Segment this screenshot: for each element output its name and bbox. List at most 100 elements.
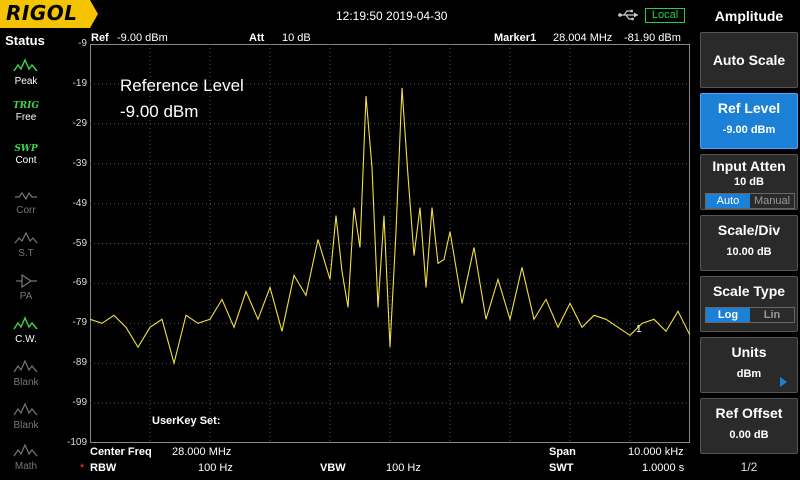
marker-label: Marker1: [494, 32, 537, 44]
status-corr[interactable]: Corr: [8, 185, 44, 221]
status-cw[interactable]: C.W.: [8, 314, 44, 350]
top-bar: RIGOL 12:19:50 2019-04-30 Local: [0, 0, 698, 31]
y-tick-label: -89: [72, 357, 87, 369]
atten-auto-option[interactable]: Auto: [706, 194, 750, 208]
rigol-logo: RIGOL: [0, 0, 98, 29]
y-tick-label: -9: [78, 38, 87, 49]
blank-icon: [13, 402, 38, 416]
ref-level-label: Ref Level: [717, 100, 781, 116]
ref-offset-value: 0.00 dB: [729, 429, 769, 441]
att-label: Att: [249, 32, 265, 44]
ref-offset-label: Ref Offset: [715, 405, 783, 421]
input-atten-button[interactable]: Input Atten 10 dB Auto Manual: [700, 154, 798, 210]
center-freq-label: Center Freq: [90, 446, 152, 458]
status-sweep-label: Cont: [15, 155, 37, 166]
ref-label: Ref: [91, 32, 109, 44]
auto-scale-label: Auto Scale: [712, 52, 786, 68]
y-tick-label: -19: [72, 77, 87, 89]
userkey-set-label: UserKey Set:: [152, 415, 221, 427]
spectrum-trace: [90, 87, 690, 366]
corr-icon: [15, 191, 37, 201]
atten-mode-toggle[interactable]: Auto Manual: [705, 193, 795, 209]
y-tick-label: -99: [72, 397, 87, 409]
y-tick-label: -49: [72, 197, 87, 209]
status-blank-1-label: Blank: [13, 377, 39, 388]
status-blank-2[interactable]: Blank: [8, 400, 44, 436]
ref-level-button[interactable]: Ref Level -9.00 dBm: [700, 93, 798, 149]
reference-level-title: Reference Level: [120, 76, 244, 95]
st-icon: [14, 231, 38, 244]
center-freq-value: 28.000 MHz: [172, 446, 232, 458]
y-tick-label: -59: [72, 237, 87, 249]
peak-wave-icon: [13, 58, 38, 72]
input-atten-value: 10 dB: [734, 176, 764, 188]
spectrum-plot: 1: [90, 44, 690, 443]
local-status-badge[interactable]: Local: [645, 8, 685, 23]
status-blank-2-label: Blank: [13, 420, 39, 431]
menu-page-indicator[interactable]: 1/2: [740, 460, 758, 474]
status-corr-label: Corr: [16, 205, 36, 216]
graticule-grid: [90, 44, 690, 443]
ref-level-value: -9.00 dBm: [722, 124, 776, 136]
status-pa[interactable]: PA: [8, 271, 44, 307]
submenu-arrow-icon: [780, 377, 787, 387]
swt-value: 1.0000 s: [642, 462, 685, 474]
logo-text: RIGOL: [6, 1, 78, 25]
span-label: Span: [549, 446, 576, 458]
status-panel: Status Peak TRIG Free SWP Cont Corr S.T …: [0, 31, 50, 480]
y-tick-label: -29: [72, 117, 87, 129]
y-tick-label: -109: [66, 437, 87, 448]
marker-level: -81.90 dBm: [624, 32, 681, 44]
status-peak-label: Peak: [14, 76, 38, 87]
spectrum-display[interactable]: 1: [90, 44, 690, 443]
y-tick-label: -39: [72, 157, 87, 169]
scale-type-button[interactable]: Scale Type Log Lin: [700, 276, 798, 332]
status-trig[interactable]: TRIG Free: [8, 99, 44, 135]
scale-log-option[interactable]: Log: [706, 308, 750, 322]
usb-icon: [618, 9, 638, 21]
input-atten-label: Input Atten: [712, 158, 786, 174]
atten-manual-option[interactable]: Manual: [753, 195, 791, 207]
status-title: Status: [5, 33, 45, 48]
y-tick-label: -79: [72, 317, 87, 329]
att-value: 10 dB: [282, 32, 311, 44]
vbw-label: VBW: [320, 462, 346, 474]
status-st-label: S.T: [18, 248, 34, 259]
status-blank-1[interactable]: Blank: [8, 357, 44, 393]
span-value: 10.000 kHz: [628, 446, 684, 458]
ref-offset-button[interactable]: Ref Offset 0.00 dB: [700, 398, 798, 454]
math-icon: [13, 443, 38, 457]
status-cw-label: C.W.: [15, 334, 37, 345]
cw-icon: [13, 316, 38, 330]
status-sweep[interactable]: SWP Cont: [8, 142, 44, 178]
rbw-label: RBW: [90, 462, 117, 474]
scale-lin-option[interactable]: Lin: [763, 309, 781, 321]
scale-type-label: Scale Type: [712, 283, 786, 299]
status-pa-label: PA: [19, 291, 33, 302]
rbw-manual-star: *: [80, 462, 85, 474]
reference-level-value: -9.00 dBm: [120, 102, 199, 121]
scale-div-value: 10.00 dB: [726, 246, 772, 258]
units-label: Units: [731, 344, 767, 360]
pa-icon: [16, 273, 37, 289]
status-trig-label: Free: [15, 112, 37, 123]
blank-icon: [13, 359, 38, 373]
status-math[interactable]: Math: [8, 441, 44, 477]
y-tick-label: -69: [72, 277, 87, 289]
vbw-value: 100 Hz: [386, 462, 421, 474]
sweep-icon: SWP: [14, 144, 38, 154]
ref-value: -9.00 dBm: [117, 32, 168, 44]
scale-type-toggle[interactable]: Log Lin: [705, 307, 795, 323]
units-value: dBm: [736, 368, 762, 380]
amplitude-menu: Amplitude Auto Scale Ref Level -9.00 dBm…: [698, 0, 800, 480]
scale-div-label: Scale/Div: [717, 222, 781, 238]
units-button[interactable]: Units dBm: [700, 337, 798, 393]
status-st[interactable]: S.T: [8, 228, 44, 264]
auto-scale-button[interactable]: Auto Scale: [700, 32, 798, 88]
logo-badge: [0, 0, 98, 28]
rbw-value: 100 Hz: [198, 462, 233, 474]
trig-icon: TRIG: [12, 101, 40, 111]
swt-label: SWT: [549, 462, 574, 474]
status-peak[interactable]: Peak: [8, 56, 44, 92]
scale-div-button[interactable]: Scale/Div 10.00 dB: [700, 215, 798, 271]
